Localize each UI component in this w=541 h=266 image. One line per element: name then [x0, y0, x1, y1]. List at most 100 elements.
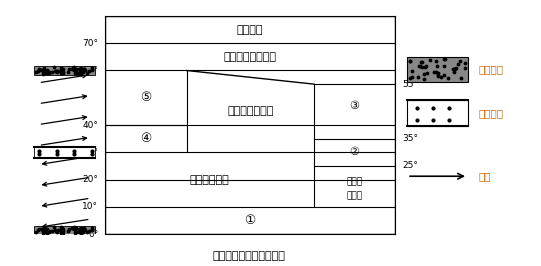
Point	[68, 66, 76, 71]
Point	[40, 230, 49, 234]
Point	[452, 66, 460, 70]
Point	[434, 73, 443, 77]
Point	[54, 69, 62, 73]
Point	[77, 229, 85, 233]
Point	[58, 67, 67, 71]
Point	[57, 225, 65, 230]
Point	[417, 60, 425, 64]
Point	[50, 69, 59, 73]
Point	[436, 75, 445, 79]
Point	[421, 65, 430, 69]
Point	[68, 226, 76, 230]
Point	[75, 71, 83, 75]
Point	[43, 228, 51, 232]
Point	[72, 229, 81, 234]
Point	[57, 69, 66, 73]
Point	[426, 58, 434, 62]
Text: ③: ③	[349, 101, 359, 111]
Point	[71, 71, 80, 75]
Point	[50, 228, 59, 232]
Point	[434, 74, 443, 78]
Point	[418, 60, 427, 64]
Point	[414, 64, 423, 69]
Text: 热带草原气候: 热带草原气候	[190, 174, 229, 185]
Text: 60°: 60°	[82, 66, 98, 75]
Point	[79, 227, 88, 232]
Point	[64, 226, 73, 231]
Point	[44, 229, 53, 234]
Point	[77, 70, 85, 74]
Point	[419, 72, 428, 76]
Point	[457, 76, 465, 81]
Point	[53, 69, 62, 73]
Point	[38, 68, 47, 72]
Point	[58, 226, 67, 231]
Point	[48, 229, 57, 234]
Point	[83, 70, 91, 75]
Point	[71, 231, 80, 235]
Point	[75, 227, 84, 232]
Point	[37, 227, 45, 231]
Point	[58, 226, 67, 230]
Point	[69, 66, 77, 70]
Text: ⑤: ⑤	[141, 91, 151, 104]
Point	[70, 225, 79, 229]
Point	[76, 227, 85, 231]
Bar	[407, 57, 468, 82]
Point	[431, 59, 440, 64]
Point	[39, 72, 48, 76]
Point	[414, 75, 423, 79]
Text: ①: ①	[245, 214, 256, 227]
Point	[53, 229, 62, 233]
Point	[39, 225, 48, 230]
Point	[88, 227, 96, 232]
Point	[64, 67, 73, 71]
Point	[76, 226, 85, 230]
Point	[49, 65, 58, 69]
Point	[406, 59, 414, 63]
Point	[75, 67, 84, 72]
Point	[71, 228, 80, 232]
Point	[43, 231, 51, 235]
Point	[80, 67, 88, 71]
Point	[53, 70, 62, 74]
Point	[422, 64, 431, 69]
Point	[54, 228, 62, 232]
Point	[416, 64, 425, 68]
Point	[35, 67, 44, 72]
Point	[40, 70, 49, 75]
Point	[57, 69, 65, 73]
Point	[39, 66, 48, 70]
Point	[454, 62, 463, 66]
Point	[72, 70, 81, 74]
Point	[79, 68, 88, 72]
Text: 35°: 35°	[402, 134, 418, 143]
Text: 亚寒带大陆性气候: 亚寒带大陆性气候	[224, 52, 276, 62]
Point	[34, 69, 43, 73]
Point	[75, 230, 83, 234]
Point	[79, 230, 88, 234]
Point	[76, 67, 85, 72]
Point	[76, 231, 85, 235]
Point	[57, 228, 66, 232]
Point	[53, 230, 62, 234]
Bar	[407, 101, 468, 126]
Text: 温带大陆性气候: 温带大陆性气候	[227, 106, 273, 117]
Point	[38, 227, 47, 231]
Point	[43, 71, 51, 75]
Point	[72, 70, 81, 75]
Point	[58, 70, 67, 74]
Point	[39, 69, 48, 73]
Point	[81, 227, 90, 232]
Point	[433, 71, 442, 76]
Point	[408, 75, 417, 79]
Point	[407, 69, 416, 73]
Point	[44, 70, 53, 74]
Point	[450, 70, 458, 74]
Point	[78, 226, 87, 231]
Point	[71, 66, 80, 71]
Point	[406, 76, 414, 81]
Point	[431, 69, 440, 74]
Point	[59, 71, 68, 75]
Point	[32, 230, 41, 234]
